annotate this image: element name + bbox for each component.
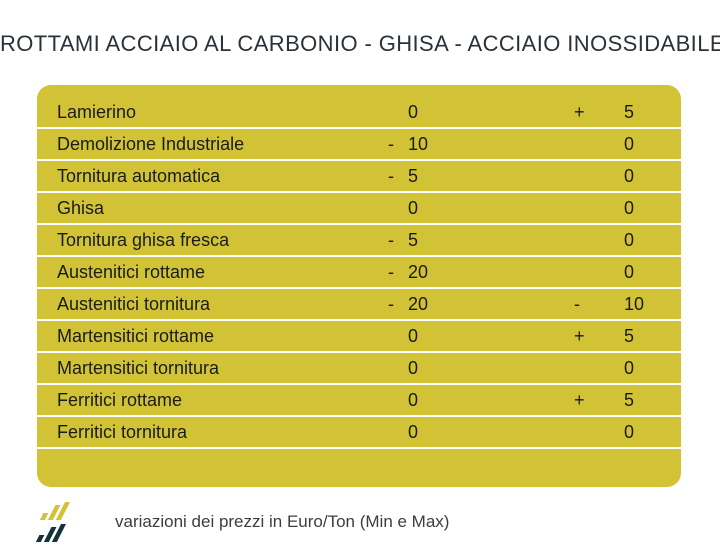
table-row: Martensitici tornitura 0 0 [37, 353, 681, 385]
max-value: 0 [624, 197, 635, 218]
units-caption: variazioni dei prezzi in Euro/Ton (Min e… [115, 512, 450, 531]
min-value: 20 [408, 293, 429, 314]
table-row: Austenitici tornitura - 20 - 10 [37, 289, 681, 321]
min-value: 10 [408, 133, 429, 154]
min-value: 0 [408, 197, 419, 218]
min-value: 0 [408, 389, 419, 410]
min-value: 5 [408, 229, 419, 250]
min-sign: - [388, 293, 394, 314]
price-table: Lamierino 0 + 5 Demolizione Industriale … [37, 85, 681, 487]
max-value: 5 [624, 389, 635, 410]
material-label: Ferritici tornitura [57, 421, 188, 442]
max-value: 0 [624, 229, 635, 250]
min-value: 0 [408, 325, 419, 346]
max-value: 0 [624, 165, 635, 186]
page-title: ROTTAMI ACCIAIO AL CARBONIO - GHISA - AC… [0, 31, 720, 56]
max-value: 5 [624, 101, 635, 122]
table-row: Ferritici tornitura 0 0 [37, 417, 681, 449]
max-sign: + [574, 325, 585, 346]
material-label: Ghisa [57, 197, 105, 218]
max-value: 0 [624, 261, 635, 282]
table-row: Ghisa 0 0 [37, 193, 681, 225]
table-row: Martensitici rottame 0 + 5 [37, 321, 681, 353]
table-row: Demolizione Industriale - 10 0 [37, 129, 681, 161]
table-row: Tornitura ghisa fresca - 5 0 [37, 225, 681, 257]
max-value: 10 [624, 293, 645, 314]
brand-slashes-logo-icon [36, 502, 70, 542]
material-label: Tornitura automatica [57, 165, 221, 186]
material-label: Ferritici rottame [57, 389, 183, 410]
max-sign: - [574, 293, 580, 314]
min-value: 20 [408, 261, 429, 282]
max-value: 0 [624, 357, 635, 378]
min-sign: - [388, 229, 394, 250]
min-sign: - [388, 261, 394, 282]
min-value: 0 [408, 421, 419, 442]
table-row: Tornitura automatica - 5 0 [37, 161, 681, 193]
material-label: Lamierino [57, 101, 137, 122]
min-value: 0 [408, 357, 419, 378]
material-label: Tornitura ghisa fresca [57, 229, 230, 250]
min-sign: - [388, 133, 394, 154]
max-value: 0 [624, 421, 635, 442]
table-row: Lamierino 0 + 5 [37, 97, 681, 129]
min-value: 0 [408, 101, 419, 122]
material-label: Austenitici tornitura [57, 293, 211, 314]
table-row: Ferritici rottame 0 + 5 [37, 385, 681, 417]
max-sign: + [574, 389, 585, 410]
min-sign: - [388, 165, 394, 186]
table-row: Austenitici rottame - 20 0 [37, 257, 681, 289]
max-value: 0 [624, 133, 635, 154]
material-label: Demolizione Industriale [57, 133, 245, 154]
material-label: Martensitici tornitura [57, 357, 220, 378]
material-label: Martensitici rottame [57, 325, 215, 346]
min-value: 5 [408, 165, 419, 186]
max-sign: + [574, 101, 585, 122]
max-value: 5 [624, 325, 635, 346]
material-label: Austenitici rottame [57, 261, 206, 282]
